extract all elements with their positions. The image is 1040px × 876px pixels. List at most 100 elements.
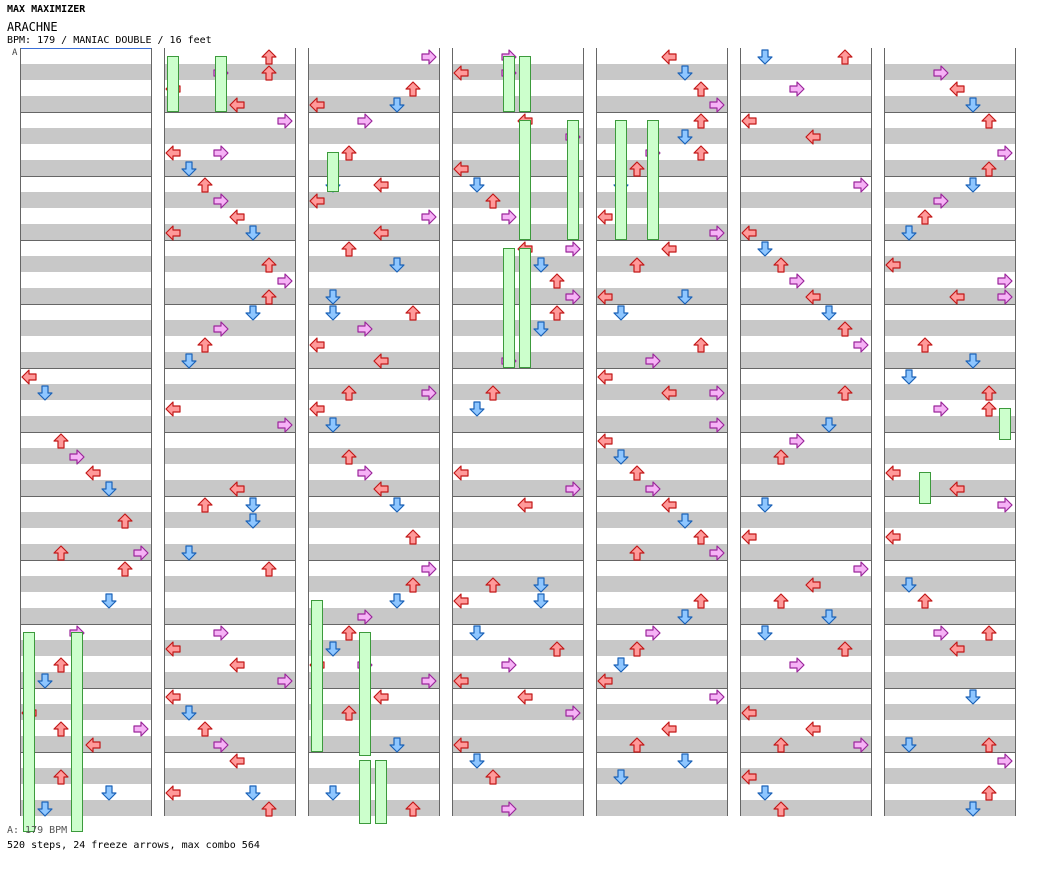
up-arrow-icon <box>197 497 213 513</box>
down-arrow-icon <box>389 97 405 113</box>
left-arrow-icon <box>949 641 965 657</box>
up-arrow-icon <box>485 193 501 209</box>
measure-line <box>885 432 1015 433</box>
down-arrow-icon <box>325 785 341 801</box>
measure-line <box>309 240 439 241</box>
down-arrow-icon <box>533 593 549 609</box>
down-arrow-icon <box>965 801 981 817</box>
measure-line <box>165 496 295 497</box>
down-arrow-icon <box>965 97 981 113</box>
down-arrow-icon <box>245 225 261 241</box>
up-arrow-icon <box>549 273 565 289</box>
freeze-arrow <box>215 56 227 112</box>
up-arrow-icon <box>261 65 277 81</box>
up-arrow-icon <box>693 81 709 97</box>
measure-line <box>453 432 583 433</box>
down-arrow-icon <box>677 65 693 81</box>
up-arrow-icon <box>261 801 277 817</box>
up-arrow-icon <box>341 705 357 721</box>
up-arrow-icon <box>53 657 69 673</box>
right-arrow-icon <box>357 609 373 625</box>
freeze-arrow <box>503 56 515 112</box>
down-arrow-icon <box>37 801 53 817</box>
down-arrow-icon <box>245 513 261 529</box>
up-arrow-icon <box>837 641 853 657</box>
down-arrow-icon <box>757 497 773 513</box>
down-arrow-icon <box>965 353 981 369</box>
left-arrow-icon <box>453 593 469 609</box>
up-arrow-icon <box>693 337 709 353</box>
measure-line <box>885 240 1015 241</box>
right-arrow-icon <box>789 273 805 289</box>
right-arrow-icon <box>997 753 1013 769</box>
measure-line <box>453 496 583 497</box>
measure-line <box>21 240 151 241</box>
measure-line <box>885 368 1015 369</box>
right-arrow-icon <box>501 801 517 817</box>
right-arrow-icon <box>133 545 149 561</box>
left-arrow-icon <box>373 689 389 705</box>
chart-column <box>164 48 296 817</box>
down-arrow-icon <box>533 321 549 337</box>
down-arrow-icon <box>245 305 261 321</box>
down-arrow-icon <box>181 705 197 721</box>
measure-line <box>741 304 871 305</box>
measure-line <box>165 112 295 113</box>
left-arrow-icon <box>165 401 181 417</box>
up-arrow-icon <box>261 257 277 273</box>
left-arrow-icon <box>741 705 757 721</box>
down-arrow-icon <box>821 305 837 321</box>
right-arrow-icon <box>789 657 805 673</box>
right-arrow-icon <box>357 465 373 481</box>
measure-line <box>741 432 871 433</box>
right-arrow-icon <box>933 625 949 641</box>
measure-line <box>165 304 295 305</box>
left-arrow-icon <box>165 641 181 657</box>
freeze-arrow <box>647 120 659 240</box>
measure-line <box>21 688 151 689</box>
up-arrow-icon <box>341 385 357 401</box>
right-arrow-icon <box>421 561 437 577</box>
left-arrow-icon <box>661 241 677 257</box>
measure-line <box>453 688 583 689</box>
freeze-arrow <box>503 248 515 368</box>
right-arrow-icon <box>277 113 293 129</box>
down-arrow-icon <box>181 353 197 369</box>
left-arrow-icon <box>229 97 245 113</box>
left-arrow-icon <box>517 497 533 513</box>
right-arrow-icon <box>565 289 581 305</box>
up-arrow-icon <box>629 161 645 177</box>
right-arrow-icon <box>997 497 1013 513</box>
down-arrow-icon <box>469 177 485 193</box>
right-arrow-icon <box>645 625 661 641</box>
up-arrow-icon <box>341 625 357 641</box>
measure-line <box>21 624 151 625</box>
measure-line <box>741 496 871 497</box>
right-arrow-icon <box>213 625 229 641</box>
down-arrow-icon <box>325 289 341 305</box>
up-arrow-icon <box>405 801 421 817</box>
up-arrow-icon <box>549 641 565 657</box>
right-arrow-icon <box>277 417 293 433</box>
measure-line <box>453 112 583 113</box>
left-arrow-icon <box>165 689 181 705</box>
chart-column <box>452 48 584 817</box>
left-arrow-icon <box>885 257 901 273</box>
down-arrow-icon <box>101 785 117 801</box>
freeze-arrow <box>567 120 579 240</box>
down-arrow-icon <box>389 593 405 609</box>
measure-line <box>741 368 871 369</box>
left-arrow-icon <box>21 369 37 385</box>
measure-line <box>597 752 727 753</box>
chart-column <box>308 48 440 824</box>
down-arrow-icon <box>965 689 981 705</box>
right-arrow-icon <box>421 385 437 401</box>
up-arrow-icon <box>53 433 69 449</box>
left-arrow-icon <box>597 289 613 305</box>
right-arrow-icon <box>421 673 437 689</box>
right-arrow-icon <box>213 321 229 337</box>
right-arrow-icon <box>421 209 437 225</box>
measure-line <box>741 112 871 113</box>
measure-line <box>165 560 295 561</box>
up-arrow-icon <box>197 337 213 353</box>
